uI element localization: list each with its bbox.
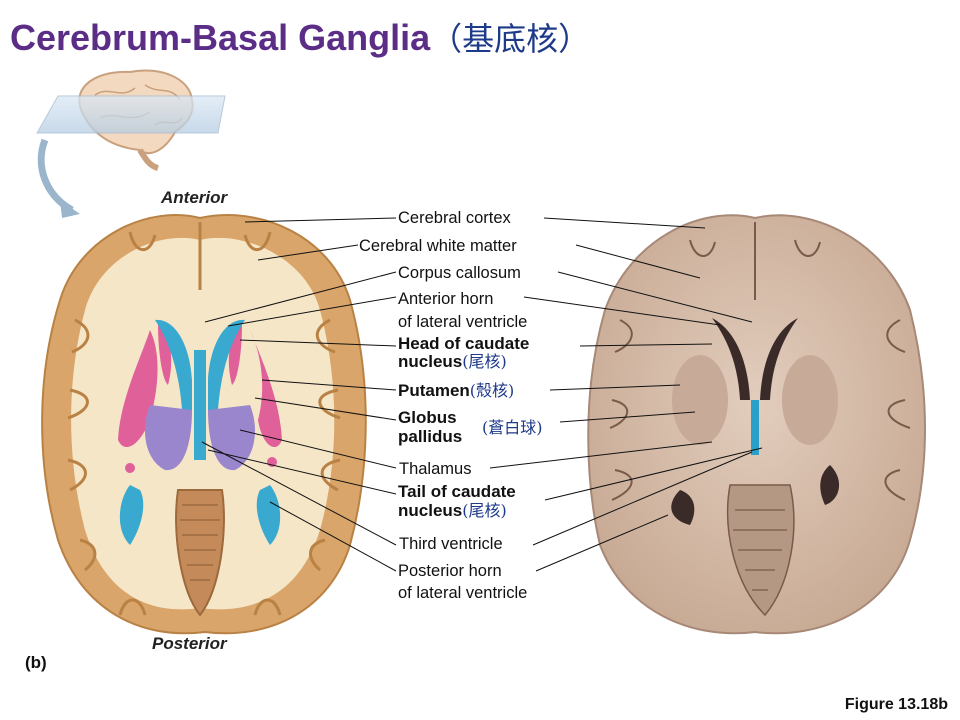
anterior-horn-right [208,319,245,410]
putamen-cjk: (殼核) [469,381,515,400]
label-thalamus: Thalamus [399,460,472,478]
globus-cjk: (蒼白球) [482,418,543,437]
label-cerebral-white-matter: Cerebral white matter [359,237,517,255]
label-globus: Globus [398,408,457,427]
label-head-caudate: Head of caudate [398,334,530,353]
label-posterior-horn: Posterior horn [398,562,502,580]
title-cjk: （基底核） [430,20,591,58]
tail-caudate-text: nucleus [398,501,463,520]
label-globus-cjk: (蒼白球) [482,418,543,438]
posterior-horn-right [256,485,281,545]
brain-orientation-icon [36,69,226,218]
label-globus-sub: pallidus [398,427,463,446]
third-ventricle-shape [194,350,206,460]
label-tail-caudate: Tail of caudate [398,482,516,501]
putamen-text: Putamen [398,381,470,400]
posterior-label: Posterior [152,634,227,653]
putamen-right [250,330,282,448]
label-head-caudate-sub: nucleus(尾核) [398,352,507,371]
leader-lines [201,217,763,572]
panel-label: (b) [25,653,47,672]
tail-caudate-cjk: (尾核) [462,501,507,520]
label-anterior-horn-sub: of lateral ventricle [398,313,528,331]
label-posterior-horn-sub: of lateral ventricle [398,584,528,602]
figure-label: Figure 13.18b [844,696,948,713]
anterior-horn-left [155,319,192,410]
title-text: Cerebrum-Basal Ganglia [10,17,431,58]
label-putamen: Putamen(殼核) [398,381,514,400]
illustrated-brain [41,214,367,635]
slide-title: Cerebrum-Basal Ganglia（基底核） [10,14,590,60]
head-caudate-text: nucleus [398,352,463,371]
label-tail-caudate-sub: nucleus(尾核) [398,501,507,520]
photograph-brain [587,214,926,635]
head-caudate-cjk: (尾核) [462,352,507,371]
label-cerebral-cortex: Cerebral cortex [398,209,511,227]
anterior-label: Anterior [161,188,228,207]
posterior-horn-left [119,485,144,545]
thalamus-right [208,405,255,471]
thalamus-left [145,405,192,471]
label-corpus-callosum: Corpus callosum [398,264,521,282]
label-third-ventricle: Third ventricle [399,535,503,553]
label-anterior-horn: Anterior horn [398,290,494,308]
